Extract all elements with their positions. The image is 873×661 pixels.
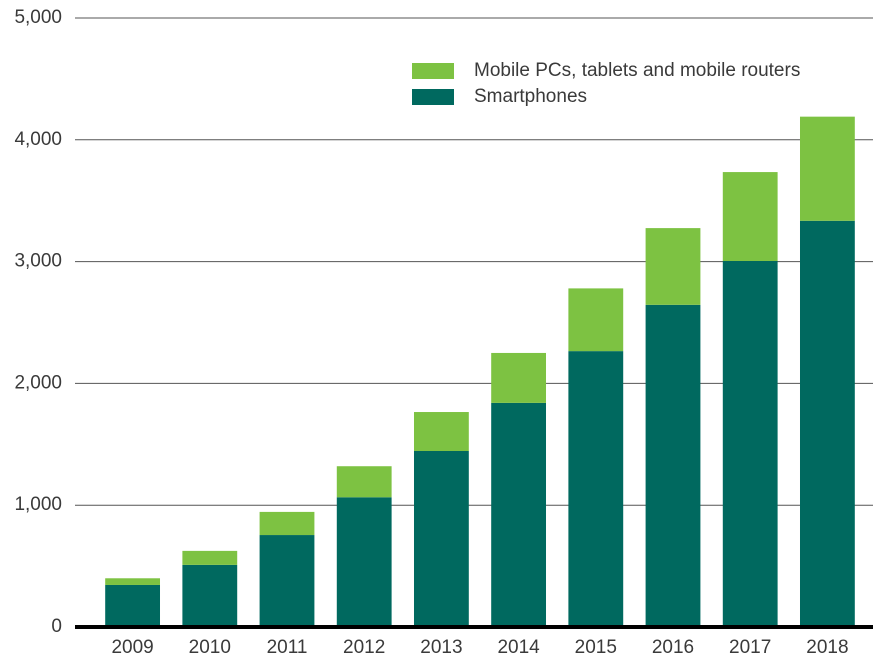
bar-segment — [568, 351, 624, 627]
bar-segment — [259, 511, 315, 536]
y-tick-label: 3,000 — [14, 251, 62, 272]
x-tick-label: 2010 — [189, 637, 231, 658]
bar-segment — [182, 550, 238, 565]
y-tick-label: 2,000 — [14, 372, 62, 393]
x-tick-label: 2012 — [343, 637, 385, 658]
bar-segment — [105, 578, 161, 585]
bar-segment — [645, 228, 701, 305]
bar-segment — [722, 260, 778, 627]
x-tick-label: 2013 — [420, 637, 462, 658]
legend-label: Mobile PCs, tablets and mobile routers — [474, 60, 800, 81]
bar-segment — [336, 497, 392, 627]
bar-segment — [336, 466, 392, 498]
y-tick-label: 0 — [51, 616, 62, 637]
x-tick-label: 2009 — [111, 637, 153, 658]
bar-segment — [799, 220, 855, 627]
legend-swatch — [412, 63, 454, 79]
bar-segment — [491, 352, 547, 403]
x-tick-label: 2017 — [729, 637, 771, 658]
bar-segment — [413, 412, 469, 451]
x-tick-label: 2018 — [806, 637, 848, 658]
bar-segment — [799, 116, 855, 221]
y-tick-label: 5,000 — [14, 7, 62, 28]
bar-segment — [259, 535, 315, 627]
bar-segment — [568, 288, 624, 352]
bar-segment — [491, 402, 547, 627]
x-tick-label: 2016 — [652, 637, 694, 658]
y-tick-label: 1,000 — [14, 494, 62, 515]
bar-segment — [413, 450, 469, 627]
legend-swatch — [412, 89, 454, 105]
bar-segment — [105, 584, 161, 627]
bar-segment — [182, 564, 238, 627]
bar-segment — [645, 304, 701, 627]
x-tick-label: 2015 — [575, 637, 617, 658]
x-tick-label: 2014 — [497, 637, 540, 658]
legend-label: Smartphones — [474, 86, 587, 107]
x-tick-label: 2011 — [267, 637, 308, 658]
bar-segment — [722, 172, 778, 261]
y-tick-label: 4,000 — [14, 129, 62, 150]
